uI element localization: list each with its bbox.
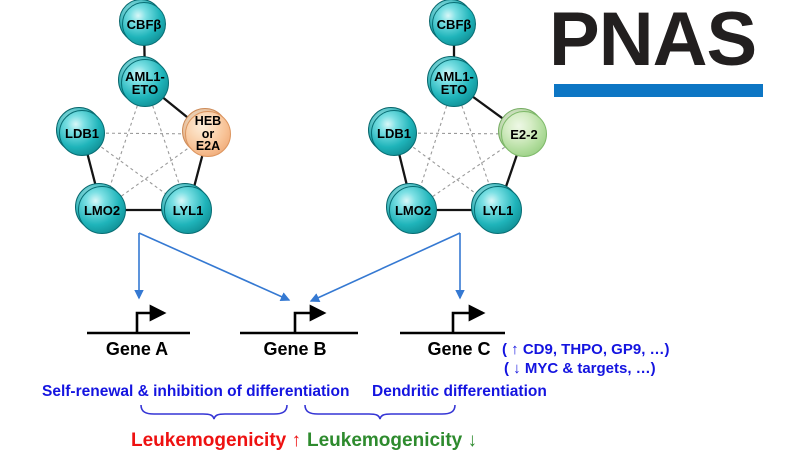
node-cbfb-right: CBFβ [432,2,476,46]
node-e2-2: E2-2 [501,111,547,157]
underbrace-right [304,404,456,420]
gene-a-label: Gene A [105,339,169,359]
leukemogenicity-up: Leukemogenicity ↑ [131,430,301,451]
promoter-gene-a [87,304,190,335]
node-cbfb-left: CBFβ [122,2,166,46]
gene-c-label: Gene C [427,339,491,359]
outcome-dendritic: Dendritic differentiation [372,383,547,400]
node-label: LDB1 [65,125,99,141]
node-ldb1-right: LDB1 [371,110,417,156]
node-label: LMO2 [394,202,432,218]
underbraces [140,404,456,420]
node-label: CBFβ [126,16,162,32]
node-heb-e2a: HEB or E2A [185,111,231,157]
node-label: AML1- ETO [125,69,165,97]
node-label: HEB or E2A [194,114,222,154]
outcome-self-renewal: Self-renewal & inhibition of differentia… [42,383,350,400]
node-lyl1-right: LYL1 [474,186,522,234]
node-label: LYL1 [482,202,514,218]
gene-b-label: Gene B [263,339,327,359]
node-label: LYL1 [172,202,204,218]
node-label: E2-2 [510,126,538,142]
node-aml1-eto-left: AML1- ETO [121,59,169,107]
leukemogenicity-down: Leukemogenicity ↓ [307,430,477,451]
promoter-gene-c [400,304,505,335]
node-ldb1-left: LDB1 [59,110,105,156]
pnas-logo-text: PNAS [549,0,757,82]
node-label: LDB1 [377,125,411,141]
node-aml1-eto-right: AML1- ETO [430,59,478,107]
node-label: LMO2 [83,202,121,218]
promoter-gene-b [240,304,358,335]
node-lyl1-left: LYL1 [164,186,212,234]
underbrace-left [140,404,288,420]
node-label: CBFβ [436,16,472,32]
pnas-logo-bar [554,84,763,97]
gene-c-up-targets: ( ↑ CD9, THPO, GP9, …) [502,341,670,358]
node-label: AML1- ETO [434,69,474,97]
node-lmo2-left: LMO2 [78,186,126,234]
gene-c-down-targets: ( ↓ MYC & targets, …) [504,360,656,377]
node-lmo2-right: LMO2 [389,186,437,234]
regulation-arrows [134,232,465,302]
